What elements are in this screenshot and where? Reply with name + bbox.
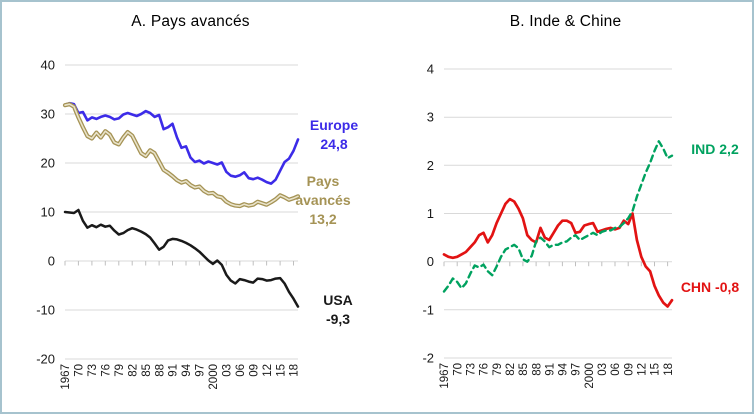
y-axis-tick-label: 20 [41, 156, 55, 171]
series-line-pays-avanc-s-highlight [64, 103, 299, 207]
x-axis-tick-label: 79 [492, 363, 504, 376]
y-axis-tick-label: 40 [41, 58, 55, 73]
x-axis-tick-label: 91 [168, 364, 180, 377]
series-line-chn [442, 197, 674, 308]
series-end-label-usa: USA [323, 292, 353, 308]
y-axis-tick-label: 0 [48, 254, 55, 269]
chart-panel-advanced-countries: A. Pays avancés 40 30 20 10 0 -10 -20 1967 70 73 7… [2, 2, 379, 412]
x-axis-tick-label: 09 [248, 364, 260, 377]
x-axis-tick-label: 82 [505, 363, 517, 376]
x-axis-tick-label: 91 [544, 363, 556, 376]
y-axis-tick-label: -20 [36, 352, 55, 367]
x-axis-tick-label: 79 [114, 364, 126, 377]
y-axis-tick-label: 0 [427, 254, 434, 269]
x-axis-tick-label: 12 [637, 363, 649, 376]
series-end-label-pays-avanc-s: Pays [307, 173, 340, 189]
x-axis-tick-label: 73 [87, 364, 99, 377]
x-axis-tick-label: 2000 [584, 363, 596, 389]
series-line-pays-avanc-s [62, 102, 301, 209]
series-end-label-usa: -9,3 [326, 311, 350, 327]
x-axis-tick-label: 76 [101, 364, 113, 377]
x-axis-tick-label: 18 [289, 364, 301, 377]
x-axis-tick-label: 73 [466, 363, 478, 376]
x-axis-tick-label: 94 [181, 363, 193, 376]
series-end-label-europe: 24,8 [320, 136, 347, 152]
y-axis-tick-label: 3 [427, 110, 434, 125]
x-axis-tick-label: 94 [558, 362, 570, 375]
x-axis-tick-label: 18 [663, 363, 675, 376]
x-axis-tick-label: 88 [154, 364, 166, 377]
series-end-label-europe: Europe [310, 117, 358, 133]
series-end-label-pays-avanc-s: avancés [295, 192, 350, 208]
x-axis-tick-label: 97 [195, 364, 207, 377]
series-line-ind [442, 140, 674, 293]
x-axis-tick-label: 06 [235, 364, 247, 377]
x-axis-tick-label: 15 [275, 364, 287, 377]
series-line-usa [63, 208, 300, 308]
x-axis-tick-label: 82 [127, 364, 139, 377]
series-end-label-ind: IND 2,2 [691, 141, 739, 157]
x-axis-tick-label: 2000 [208, 364, 220, 390]
x-axis-tick-label: 09 [623, 363, 635, 376]
chart-panel-india-china: B. Inde & Chine 4 3 2 1 0 -1 -2 1967 70 73 76 79 82 8… [379, 2, 752, 412]
x-axis-tick-label: 85 [518, 363, 530, 376]
chart-a-title: A. Pays avancés [131, 13, 250, 30]
x-axis-tick-label: 06 [610, 363, 622, 376]
x-axis-tick-label: 03 [597, 363, 609, 376]
series-end-label-pays-avanc-s: 13,2 [309, 211, 336, 227]
x-axis-tick-label: 1967 [439, 363, 451, 389]
x-axis-tick-label: 70 [74, 364, 86, 377]
y-axis-tick-label: -2 [422, 351, 434, 366]
x-axis-tick-label: 03 [222, 364, 234, 377]
series-line-europe [63, 101, 300, 185]
y-axis-tick-label: 4 [427, 62, 434, 77]
y-axis-tick-label: -10 [36, 303, 55, 318]
chart-b-title: B. Inde & Chine [509, 13, 622, 30]
y-axis-tick-label: 1 [427, 206, 434, 221]
y-axis-tick-label: 2 [427, 158, 434, 173]
x-axis-tick-label: 15 [650, 363, 662, 376]
y-axis-tick-label: 30 [41, 107, 55, 122]
x-axis-tick-label: 88 [531, 363, 543, 376]
x-axis-tick-label: 12 [262, 364, 274, 377]
x-axis-tick-label: 76 [479, 363, 491, 376]
series-end-label-chn: CHN -0,8 [681, 279, 740, 295]
x-axis-tick-label: 70 [452, 363, 464, 376]
x-axis-tick-label: 85 [141, 364, 153, 377]
y-axis-tick-label: 10 [41, 205, 55, 220]
x-axis-tick-label: 1967 [60, 364, 72, 390]
x-axis-tick-label: 97 [571, 363, 583, 376]
y-axis-tick-label: -1 [422, 302, 434, 317]
